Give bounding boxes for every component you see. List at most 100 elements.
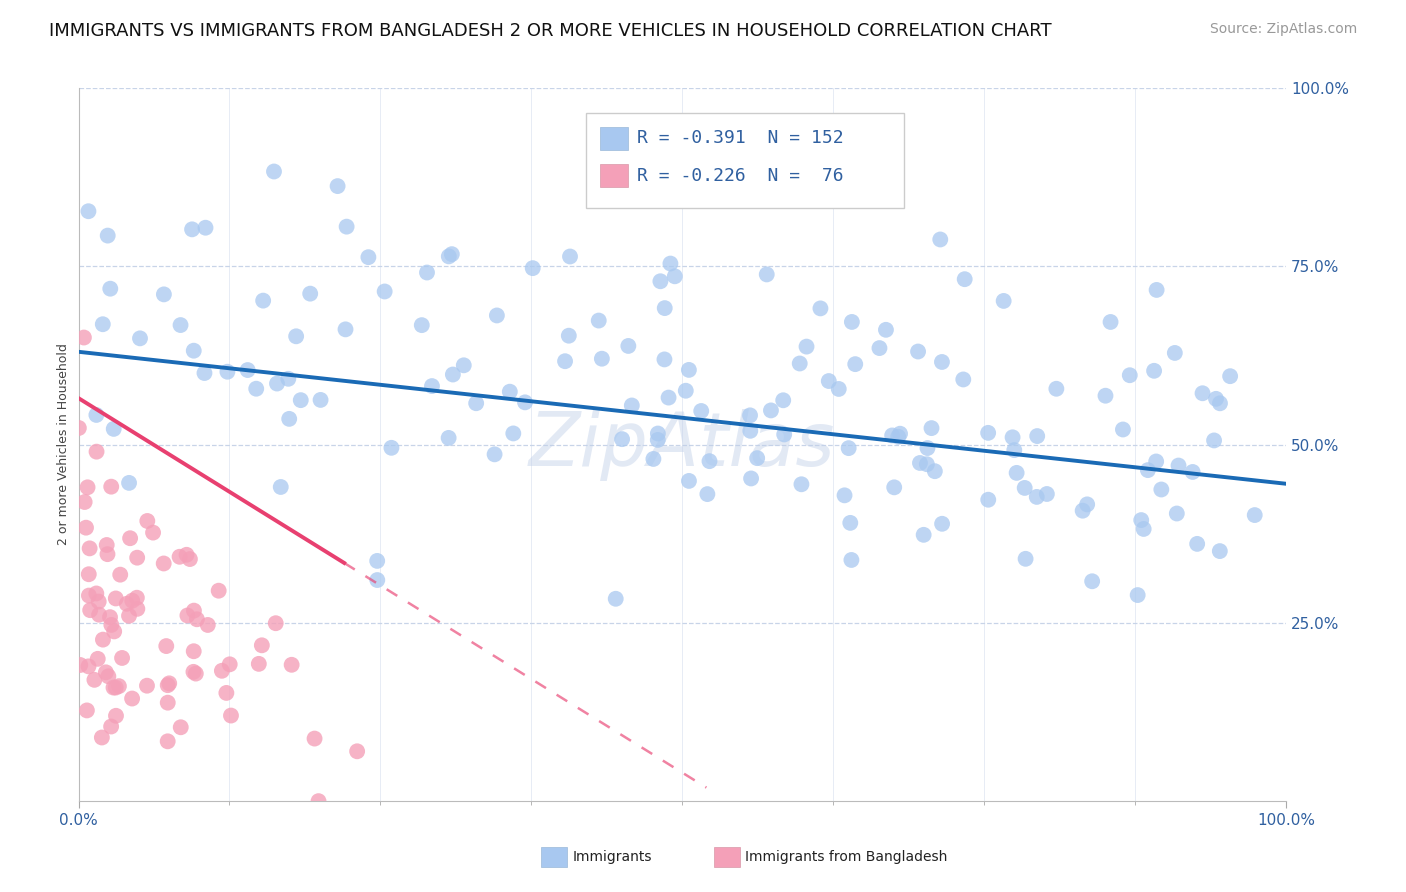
Point: [252, 293, 274, 308]
Point: [1126, 588, 1149, 602]
Point: [211, 664, 233, 678]
Point: [502, 426, 524, 441]
Point: [875, 323, 897, 337]
Point: [67, 421, 90, 435]
Point: [335, 322, 357, 336]
Point: [115, 597, 138, 611]
Point: [912, 528, 935, 542]
Point: [1150, 483, 1173, 497]
Point: [176, 548, 198, 562]
Point: [740, 424, 762, 438]
Point: [86, 444, 108, 458]
Point: [993, 293, 1015, 308]
Point: [690, 404, 713, 418]
Point: [617, 339, 640, 353]
Point: [883, 480, 905, 494]
Point: [643, 452, 665, 467]
Point: [1166, 507, 1188, 521]
Point: [266, 376, 288, 391]
Point: [219, 708, 242, 723]
Point: [1132, 522, 1154, 536]
Point: [699, 454, 721, 468]
Point: [1045, 382, 1067, 396]
Point: [924, 464, 946, 478]
Point: [647, 426, 669, 441]
Point: [120, 531, 142, 545]
Point: [591, 351, 613, 366]
Point: [247, 657, 270, 671]
Point: [889, 426, 911, 441]
Point: [87, 652, 110, 666]
Point: [1001, 430, 1024, 444]
Point: [437, 249, 460, 263]
Point: [977, 492, 1000, 507]
Point: [157, 676, 180, 690]
Point: [184, 666, 207, 681]
Point: [374, 285, 396, 299]
Point: [278, 412, 301, 426]
Point: [817, 374, 839, 388]
Point: [1005, 466, 1028, 480]
Point: [104, 681, 127, 695]
Point: [280, 657, 302, 672]
Point: [921, 421, 943, 435]
Point: [290, 393, 312, 408]
Point: [1144, 454, 1167, 468]
Point: [308, 794, 330, 808]
Point: [1219, 369, 1241, 384]
Point: [77, 589, 100, 603]
Point: [136, 514, 159, 528]
Point: [1014, 551, 1036, 566]
Point: [759, 403, 782, 417]
Point: [841, 315, 863, 329]
Point: [1209, 396, 1232, 410]
Point: [346, 744, 368, 758]
Point: [103, 624, 125, 639]
Point: [183, 665, 205, 679]
Point: [513, 395, 536, 409]
Point: [1185, 537, 1208, 551]
Text: Source: ZipAtlas.com: Source: ZipAtlas.com: [1209, 22, 1357, 37]
Point: [789, 357, 811, 371]
Point: [810, 301, 832, 316]
Point: [1146, 283, 1168, 297]
Point: [1026, 429, 1049, 443]
Point: [83, 673, 105, 687]
Point: [127, 602, 149, 616]
Point: [91, 632, 114, 647]
Point: [153, 287, 176, 301]
Y-axis label: 2 or more Vehicles in Household: 2 or more Vehicles in Household: [58, 343, 70, 545]
Point: [179, 552, 201, 566]
Point: [1202, 434, 1225, 448]
Point: [194, 220, 217, 235]
Point: [931, 516, 953, 531]
Point: [620, 399, 643, 413]
Point: [675, 384, 697, 398]
Point: [79, 541, 101, 556]
Point: [1181, 465, 1204, 479]
Point: [440, 247, 463, 261]
Point: [277, 372, 299, 386]
Text: R = -0.391  N = 152: R = -0.391 N = 152: [637, 129, 844, 147]
Point: [103, 681, 125, 695]
Point: [953, 272, 976, 286]
Point: [747, 451, 769, 466]
Point: [100, 618, 122, 632]
Point: [366, 554, 388, 568]
Point: [416, 266, 439, 280]
Point: [485, 309, 508, 323]
Point: [654, 301, 676, 315]
Point: [169, 318, 191, 332]
Point: [73, 330, 96, 344]
Point: [103, 422, 125, 436]
Point: [1164, 346, 1187, 360]
Point: [121, 691, 143, 706]
Point: [304, 731, 326, 746]
Point: [127, 550, 149, 565]
Point: [917, 441, 939, 455]
Point: [554, 354, 576, 368]
Point: [1076, 497, 1098, 511]
Point: [605, 591, 627, 606]
Point: [76, 480, 98, 494]
Point: [844, 357, 866, 371]
